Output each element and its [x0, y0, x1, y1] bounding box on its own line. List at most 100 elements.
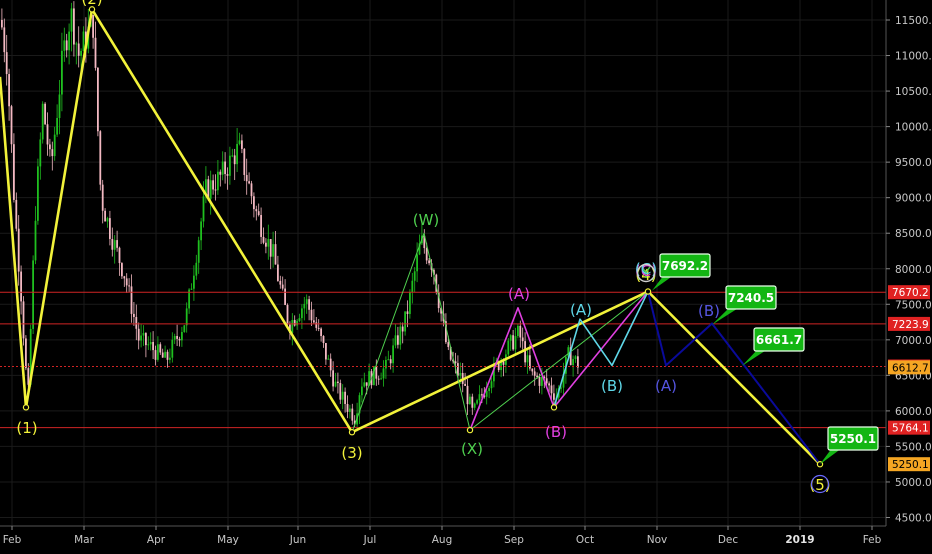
candle: [248, 172, 250, 185]
candle-body: [217, 171, 219, 191]
candle-body: [123, 276, 126, 279]
candle: [531, 368, 534, 376]
candle-body: [13, 144, 15, 200]
candle-body: [548, 383, 550, 386]
candle: [65, 33, 68, 58]
candle: [27, 363, 30, 388]
candle-body: [8, 74, 10, 107]
price-callout: 5250.1: [820, 426, 879, 465]
candle: [262, 227, 265, 245]
candle-body: [253, 196, 255, 210]
candle-body: [358, 395, 361, 414]
candle: [337, 372, 339, 394]
candle-body: [457, 363, 459, 376]
candle: [313, 309, 315, 324]
candle-body: [46, 124, 49, 145]
candle: [363, 372, 366, 388]
candle-body: [267, 239, 270, 247]
candle-body: [337, 381, 339, 384]
pivot-dot: [348, 429, 356, 436]
candle-body: [291, 319, 294, 334]
candle-body: [284, 288, 286, 305]
candle-body: [322, 336, 325, 343]
candle-body: [58, 94, 61, 118]
candle: [322, 335, 325, 348]
y-tick-label: 8500.0: [895, 228, 932, 240]
candle-body: [32, 260, 34, 329]
candle: [334, 372, 337, 388]
candle-body: [526, 355, 529, 363]
candle-body: [483, 395, 486, 397]
candle-body: [373, 366, 375, 386]
candle: [255, 205, 258, 221]
candle: [406, 300, 409, 328]
candle: [245, 158, 248, 195]
candle-body: [315, 322, 318, 328]
candle-body: [250, 183, 253, 197]
candle: [25, 335, 27, 371]
candle: [176, 324, 178, 347]
candle-body: [298, 318, 301, 321]
wave-lines: [0, 6, 824, 468]
candle-body: [296, 320, 298, 326]
candle-body: [279, 280, 282, 285]
level-price-label: 7223.9: [888, 316, 930, 331]
x-tick-label: Jul: [363, 534, 377, 546]
candle-body: [260, 215, 262, 237]
candle-body: [545, 378, 548, 384]
level-price-label-bg: [888, 285, 930, 300]
candle-body: [514, 335, 517, 350]
candle: [123, 275, 126, 287]
candle: [346, 395, 349, 419]
wave-label: (Y): [636, 264, 657, 282]
x-tick-label: Sep: [504, 534, 524, 546]
candle: [113, 235, 116, 264]
candle: [154, 345, 157, 366]
candle-body: [130, 286, 133, 314]
candle: [253, 192, 255, 218]
candle-body: [257, 211, 260, 216]
candle-body: [193, 275, 195, 289]
candle: [166, 349, 169, 368]
candle: [116, 230, 118, 252]
y-tick-label: 4500.0: [895, 513, 932, 525]
candle: [104, 208, 106, 222]
candle-body: [433, 269, 435, 275]
y-tick-label: 10000.0: [895, 122, 932, 134]
candle-body: [365, 382, 368, 386]
candle-body: [44, 103, 46, 125]
candle-body: [277, 264, 279, 281]
wave-label: (B): [698, 302, 720, 320]
candle: [440, 307, 442, 322]
candle-body: [404, 311, 406, 332]
candle: [236, 127, 238, 172]
x-tick-label: Aug: [432, 534, 453, 546]
candle: [490, 377, 493, 394]
wave-label-ring: [810, 474, 830, 494]
candle-body: [368, 371, 370, 386]
candle: [562, 362, 565, 397]
candle-body: [517, 325, 519, 336]
candle-body: [389, 359, 392, 364]
candle: [56, 104, 58, 138]
candle-body: [37, 166, 39, 221]
candle: [51, 141, 54, 171]
y-tick-label: 8000.0: [895, 264, 932, 276]
candle-body: [351, 408, 354, 421]
wave-label: (C): [635, 260, 657, 278]
candle-body: [332, 370, 334, 387]
candle: [209, 170, 212, 215]
candle: [361, 378, 363, 403]
candle: [493, 356, 495, 388]
candle-body: [226, 174, 229, 176]
candle-body: [25, 338, 27, 369]
candle: [20, 265, 22, 315]
candle: [325, 342, 327, 365]
candle-body: [73, 8, 75, 45]
candle-body: [183, 325, 186, 333]
candle-body: [560, 387, 562, 389]
candle: [310, 301, 313, 327]
level-price-label-bg: [888, 360, 930, 375]
candle-body: [301, 308, 303, 319]
candle-body: [142, 333, 145, 336]
